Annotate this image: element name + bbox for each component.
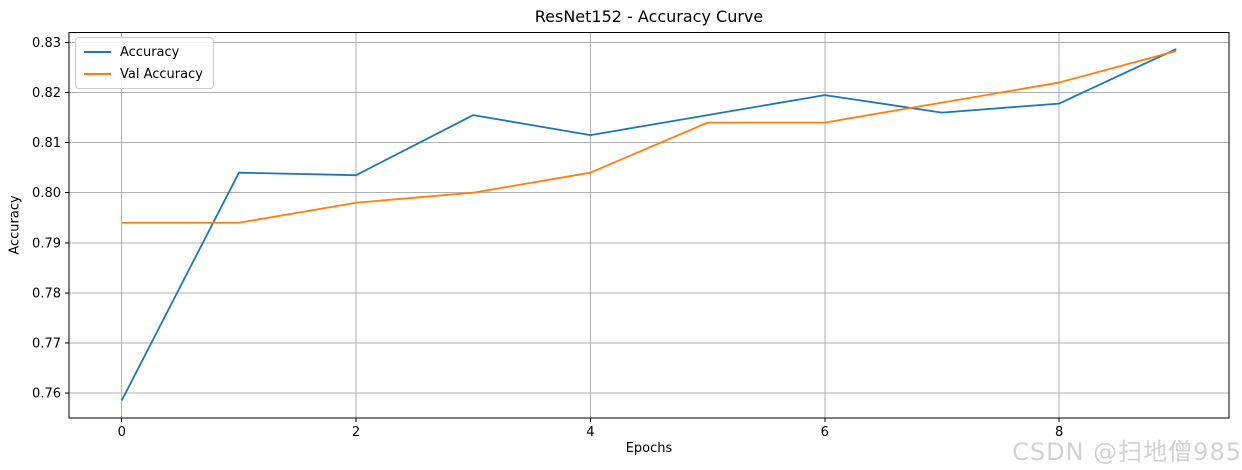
series-line-accuracy xyxy=(120,48,1177,401)
y-tick-label: 0.78 xyxy=(32,286,61,301)
y-tick-label: 0.80 xyxy=(32,186,61,201)
legend-label-val-accuracy: Val Accuracy xyxy=(120,66,203,82)
y-tick-label: 0.77 xyxy=(32,336,61,351)
val-accuracy-line-swatch xyxy=(84,73,111,75)
axes-spines xyxy=(68,32,1230,419)
y-tick-label: 0.83 xyxy=(32,36,61,51)
chart-title: ResNet152 - Accuracy Curve xyxy=(534,7,764,26)
watermark: CSDN @扫地僧985 xyxy=(1012,438,1242,466)
x-tick-label: 2 xyxy=(352,425,360,440)
y-tick-label: 0.76 xyxy=(32,386,61,401)
legend: Accuracy Val Accuracy xyxy=(75,37,214,89)
accuracy-line-swatch xyxy=(84,51,111,53)
x-tick-label: 0 xyxy=(118,425,126,440)
legend-item-accuracy: Accuracy xyxy=(84,44,203,60)
y-tick-label: 0.81 xyxy=(32,136,61,151)
legend-item-val-accuracy: Val Accuracy xyxy=(84,66,203,82)
x-tick-label: 8 xyxy=(1055,425,1063,440)
series-line-val-accuracy xyxy=(121,50,1177,224)
legend-label-accuracy: Accuracy xyxy=(120,44,180,60)
y-tick-label: 0.79 xyxy=(32,236,61,251)
y-tick-label: 0.82 xyxy=(32,86,61,101)
x-axis-label: Epochs xyxy=(625,441,673,456)
x-tick-label: 4 xyxy=(586,425,594,440)
x-tick-label: 6 xyxy=(821,425,829,440)
